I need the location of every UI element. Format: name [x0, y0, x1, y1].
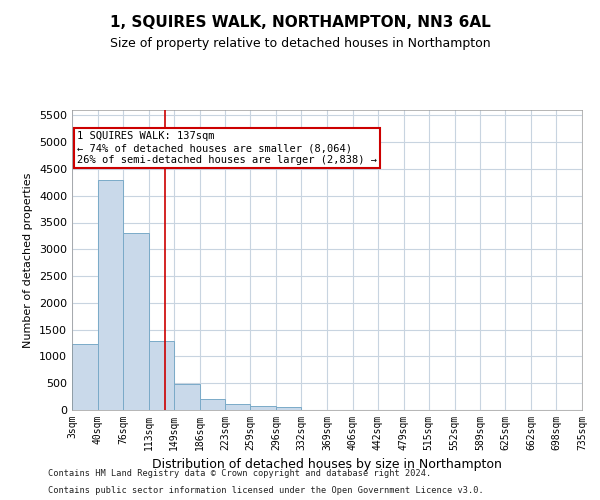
Bar [225, 404, 250, 410]
Bar [123, 233, 149, 410]
Bar [98, 180, 123, 410]
X-axis label: Distribution of detached houses by size in Northampton: Distribution of detached houses by size … [152, 458, 502, 471]
Text: Contains public sector information licensed under the Open Government Licence v3: Contains public sector information licen… [48, 486, 484, 495]
Bar [72, 344, 98, 410]
Bar [199, 400, 225, 410]
Bar [250, 406, 276, 410]
Text: 1 SQUIRES WALK: 137sqm
← 74% of detached houses are smaller (8,064)
26% of semi-: 1 SQUIRES WALK: 137sqm ← 74% of detached… [77, 132, 377, 164]
Text: 1, SQUIRES WALK, NORTHAMPTON, NN3 6AL: 1, SQUIRES WALK, NORTHAMPTON, NN3 6AL [110, 15, 490, 30]
Bar [174, 384, 199, 410]
Bar [149, 342, 174, 410]
Text: Contains HM Land Registry data © Crown copyright and database right 2024.: Contains HM Land Registry data © Crown c… [48, 468, 431, 477]
Y-axis label: Number of detached properties: Number of detached properties [23, 172, 34, 348]
Bar [276, 407, 301, 410]
Text: Size of property relative to detached houses in Northampton: Size of property relative to detached ho… [110, 38, 490, 51]
